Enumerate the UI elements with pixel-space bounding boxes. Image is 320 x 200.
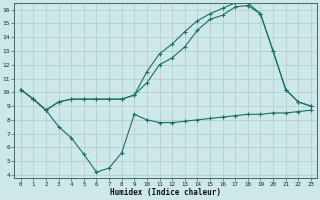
X-axis label: Humidex (Indice chaleur): Humidex (Indice chaleur) <box>110 188 221 197</box>
